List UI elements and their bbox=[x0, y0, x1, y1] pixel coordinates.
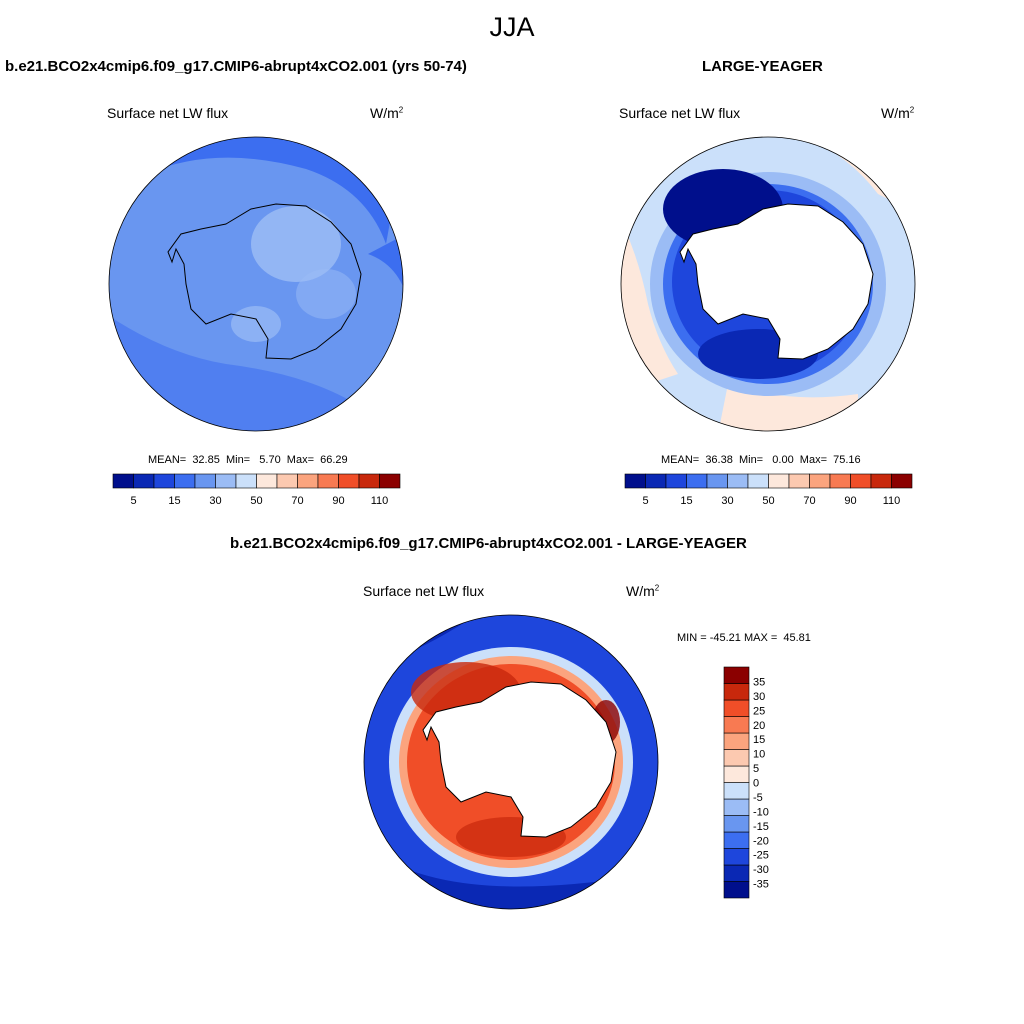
panel-2-units: W/m2 bbox=[881, 105, 914, 121]
panel-3-colorbar-swatch bbox=[723, 864, 750, 882]
panel-3-colorbar-swatch bbox=[723, 831, 750, 849]
panel-1-colorbar-tick-label: 5 bbox=[130, 495, 136, 507]
panel-3-colorbar-tick-label: 0 bbox=[753, 778, 759, 790]
panel-2-colorbar: 51530507090110130 bbox=[624, 473, 913, 507]
panel-3-colorbar-tick-label: 5 bbox=[753, 763, 759, 775]
panel-3-colorbar-swatch bbox=[723, 716, 750, 734]
panel-1-colorbar-swatch bbox=[133, 473, 155, 489]
panel-1-colorbar-swatch bbox=[297, 473, 319, 489]
panel-2-colorbar-tick-label: 30 bbox=[721, 495, 733, 507]
panel-2-polar-map bbox=[620, 136, 916, 432]
panel-2-colorbar-swatch bbox=[686, 473, 708, 489]
panel-1-colorbar-swatch bbox=[112, 473, 134, 489]
panel-2-units-sup: 2 bbox=[909, 105, 915, 115]
panel-1-units: W/m2 bbox=[370, 105, 403, 121]
panel-2-colorbar-swatch bbox=[891, 473, 913, 489]
panel-2-colorbar-swatch bbox=[768, 473, 790, 489]
panel-1-variable-label: Surface net LW flux bbox=[107, 105, 229, 121]
panel-2-colorbar-swatch bbox=[809, 473, 831, 489]
panel-3-colorbar-tick-label: 20 bbox=[753, 720, 765, 732]
panel-1-colorbar-swatch bbox=[235, 473, 257, 489]
panel-1-colorbar-swatch bbox=[174, 473, 196, 489]
panel-2-colorbar-swatch bbox=[727, 473, 749, 489]
panel-3-colorbar-swatch bbox=[723, 815, 750, 833]
panel-3-colorbar-swatch bbox=[723, 666, 750, 684]
panel-2-colorbar-tick-label: 15 bbox=[680, 495, 692, 507]
panel-1-colorbar-swatch bbox=[215, 473, 237, 489]
panel-2-colorbar-swatch bbox=[788, 473, 810, 489]
panel-2-variable-label: Surface net LW flux bbox=[619, 105, 741, 121]
panel-1-colorbar-tick-label: 70 bbox=[291, 495, 303, 507]
panel-2-colorbar-tick-label: 90 bbox=[844, 495, 856, 507]
panel-3-colorbar-swatch bbox=[723, 699, 750, 717]
panel-3-colorbar-tick-label: 30 bbox=[753, 691, 765, 703]
panel-1-stats: MEAN= 32.85 Min= 5.70 Max= 66.29 bbox=[148, 454, 348, 466]
panel-2-colorbar-swatch bbox=[829, 473, 851, 489]
panel-3-colorbar: -35 -30 -25 -20 -15 -10 -5 0 5 10 15 20 25 30 35 bbox=[723, 666, 769, 899]
panel-3-colorbar-tick-label: -30 bbox=[753, 864, 769, 876]
panel-2-colorbar-tick-label: 110 bbox=[883, 495, 901, 507]
panel-1-colorbar-tick-label: 30 bbox=[209, 495, 221, 507]
panel-2-colorbar-swatch bbox=[645, 473, 667, 489]
panel-3-colorbar-tick-label: 25 bbox=[753, 705, 765, 717]
panel-3-colorbar-swatch bbox=[723, 782, 750, 800]
panel-3-polar-map bbox=[363, 614, 659, 910]
panel-3-colorbar-tick-label: 10 bbox=[753, 749, 765, 761]
panel-1-colorbar: 51530507090110130 bbox=[112, 473, 401, 507]
panel-3-colorbar-swatch bbox=[723, 798, 750, 816]
panel-1-colorbar-swatch bbox=[194, 473, 216, 489]
panel-3-units-sup: 2 bbox=[654, 583, 660, 593]
panel-3-units: W/m2 bbox=[626, 583, 659, 599]
panel-2-units-base: W/m bbox=[881, 105, 910, 121]
panel-1-title: b.e21.BCO2x4cmip6.f09_g17.CMIP6-abrupt4x… bbox=[5, 58, 467, 75]
panel-3-colorbar-swatch bbox=[723, 848, 750, 866]
panel-1-colorbar-tick-label: 50 bbox=[250, 495, 262, 507]
panel-2-colorbar-swatch bbox=[706, 473, 728, 489]
panel-3-colorbar-tick-label: -25 bbox=[753, 850, 769, 862]
panel-1-colorbar-swatch bbox=[317, 473, 339, 489]
panel-1-colorbar-swatch bbox=[358, 473, 380, 489]
panel-2-colorbar-swatch bbox=[850, 473, 872, 489]
panel-1-antarctica-coastline bbox=[167, 203, 362, 360]
panel-3-variable-label: Surface net LW flux bbox=[363, 583, 485, 599]
panel-3-colorbar-tick-label: -20 bbox=[753, 835, 769, 847]
panel-1-colorbar-tick-label: 90 bbox=[332, 495, 344, 507]
panel-1-colorbar-swatch bbox=[276, 473, 298, 489]
panel-3-colorbar-tick-label: -5 bbox=[753, 792, 763, 804]
panel-2-antarctica-coastline bbox=[679, 203, 874, 360]
panel-2-colorbar-swatch bbox=[665, 473, 687, 489]
panel-3-colorbar-tick-label: -10 bbox=[753, 806, 769, 818]
panel-3-units-base: W/m bbox=[626, 583, 655, 599]
panel-3-colorbar-tick-label: 15 bbox=[753, 734, 765, 746]
panel-3-stats: MIN = -45.21 MAX = 45.81 bbox=[677, 632, 811, 644]
panel-2-colorbar-swatch bbox=[870, 473, 892, 489]
panel-2-colorbar-tick-label: 50 bbox=[762, 495, 774, 507]
main-title: JJA bbox=[489, 12, 535, 42]
panel-1-colorbar-swatch bbox=[153, 473, 175, 489]
panel-3-colorbar-swatch bbox=[723, 765, 750, 783]
panel-1-colorbar-tick-label: 110 bbox=[371, 495, 389, 507]
panel-3-colorbar-tick-label: -35 bbox=[753, 879, 769, 891]
panel-3-colorbar-swatch bbox=[723, 881, 750, 899]
panel-3-colorbar-swatch bbox=[723, 749, 750, 767]
panel-2-colorbar-swatch bbox=[624, 473, 646, 489]
panel-1-colorbar-tick-label: 15 bbox=[168, 495, 180, 507]
panel-3-title: b.e21.BCO2x4cmip6.f09_g17.CMIP6-abrupt4x… bbox=[230, 535, 747, 552]
panel-3-colorbar-tick-label: 35 bbox=[753, 676, 765, 688]
panel-2-stats: MEAN= 36.38 Min= 0.00 Max= 75.16 bbox=[661, 454, 861, 466]
panel-1-colorbar-swatch bbox=[379, 473, 401, 489]
panel-2-colorbar-swatch bbox=[747, 473, 769, 489]
panel-2-colorbar-tick-label: 70 bbox=[803, 495, 815, 507]
panel-2-title: LARGE-YEAGER bbox=[702, 58, 823, 75]
panel-2-colorbar-tick-label: 5 bbox=[642, 495, 648, 507]
panel-1-units-sup: 2 bbox=[398, 105, 404, 115]
panel-1-units-base: W/m bbox=[370, 105, 399, 121]
panel-3-antarctica-coastline bbox=[422, 681, 617, 838]
panel-1-polar-map bbox=[108, 136, 404, 432]
panel-1-colorbar-swatch bbox=[338, 473, 360, 489]
panel-3-colorbar-swatch bbox=[723, 732, 750, 750]
panel-1-colorbar-swatch bbox=[256, 473, 278, 489]
panel-3-colorbar-tick-label: -15 bbox=[753, 821, 769, 833]
panel-3-colorbar-swatch bbox=[723, 683, 750, 701]
